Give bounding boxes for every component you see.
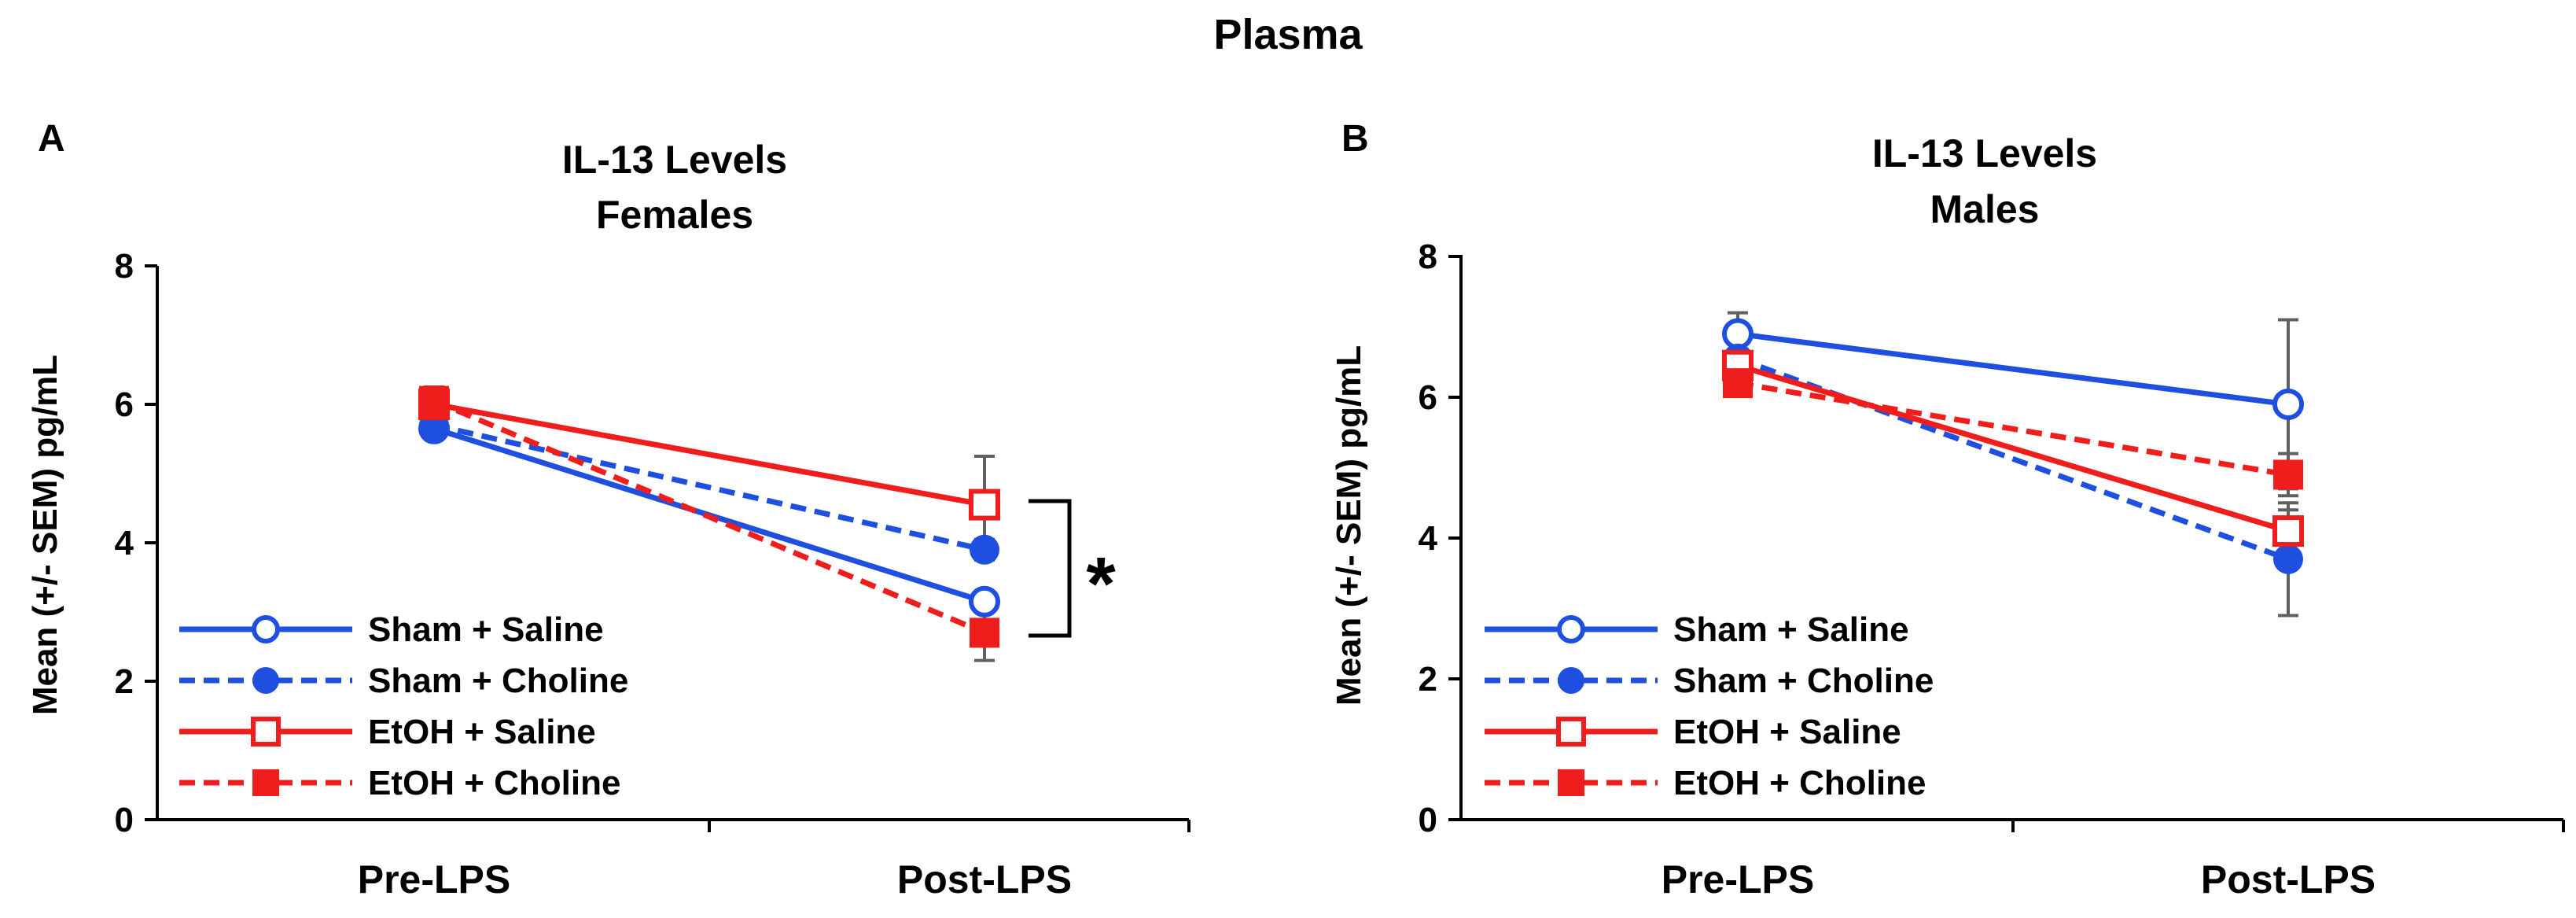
panel-b-y-tick-label: 2 xyxy=(1419,660,1437,699)
panel-a-significance-star: * xyxy=(1086,542,1116,626)
panel-b-point-3-2 xyxy=(2272,515,2304,547)
panel-b-legend: Sham + Saline Sham + Choline EtOH + Sali… xyxy=(1485,610,1934,802)
panel-a-point-2-2 xyxy=(970,534,999,565)
panel-b-series-line-3 xyxy=(1736,363,2290,534)
legend-label: Sham + Saline xyxy=(368,610,604,649)
panel-a-point-3-2 xyxy=(969,488,1000,521)
legend-marker-filled-circle xyxy=(252,667,279,694)
legend-marker-open-circle xyxy=(252,615,280,643)
panel-a-title-line1: IL-13 Levels xyxy=(562,138,787,182)
panel-b-point-2-2 xyxy=(2273,544,2303,574)
legend-marker-filled-square xyxy=(252,769,279,796)
panel-a-y-tick-label: 4 xyxy=(115,524,134,562)
panel-a-series-line-4 xyxy=(432,398,986,636)
panel-a-legend-item-3: EtOH + Saline xyxy=(179,713,596,751)
panel-a-title-line2: Females xyxy=(596,193,753,237)
panel-a-ticks: 0 2 4 6 8 xyxy=(115,247,1190,839)
panel-b-label: B xyxy=(1341,118,1369,160)
panel-a-y-tick-label: 2 xyxy=(115,662,134,701)
panel-b-point-4-2 xyxy=(2273,459,2303,490)
panel-b-legend-item-1: Sham + Saline xyxy=(1485,610,1909,649)
panel-b-y-tick-label: 4 xyxy=(1419,519,1438,558)
panel-a: A IL-13 Levels Females Mean (+/- SEM) pg… xyxy=(26,118,1190,901)
panel-a-category-pre: Pre-LPS xyxy=(358,857,511,901)
panel-a-legend: Sham + Saline Sham + Choline EtOH + Sali… xyxy=(179,610,628,802)
panel-b-series xyxy=(1722,311,2304,618)
figure-title: Plasma xyxy=(1213,11,1363,58)
panel-a-label: A xyxy=(38,118,65,160)
panel-b-category-pre: Pre-LPS xyxy=(1662,857,1815,901)
panel-b-y-tick-label: 6 xyxy=(1419,378,1437,417)
panel-a-y-axis-label: Mean (+/- SEM) pg/mL xyxy=(26,355,64,715)
legend-label: EtOH + Saline xyxy=(368,713,596,751)
panel-b-legend-item-2: Sham + Choline xyxy=(1485,662,1934,700)
panel-a-y-tick-label: 6 xyxy=(115,385,134,424)
panel-a-significance-bracket xyxy=(1029,499,1072,638)
legend-label: EtOH + Saline xyxy=(1673,713,1901,751)
panel-b-point-4-1 xyxy=(1723,368,1753,399)
panel-b-point-1-1 xyxy=(1722,318,1754,350)
legend-label: Sham + Choline xyxy=(1673,662,1934,700)
panel-b-category-post: Post-LPS xyxy=(2201,857,2375,901)
panel-b-ticks: 0 2 4 6 8 xyxy=(1419,238,2565,839)
legend-marker-open-square xyxy=(1556,717,1586,747)
panel-b: B IL-13 Levels Males Mean (+/- SEM) pg/m… xyxy=(1330,118,2565,901)
panel-a-point-4-2 xyxy=(970,618,999,648)
panel-a-y-tick-label: 8 xyxy=(115,247,134,286)
panel-a-category-post: Post-LPS xyxy=(897,857,1072,901)
panel-a-series xyxy=(418,385,1000,662)
panel-a-legend-item-2: Sham + Choline xyxy=(179,662,628,700)
panel-a-series-line-2 xyxy=(433,422,985,553)
panel-a-point-1-2 xyxy=(969,585,1000,618)
panel-b-title-line1: IL-13 Levels xyxy=(1872,131,2097,175)
panel-b-legend-item-3: EtOH + Saline xyxy=(1485,713,1901,751)
panel-a-point-4-1 xyxy=(419,385,449,416)
panel-a-y-tick-label: 0 xyxy=(115,801,134,839)
legend-label: EtOH + Choline xyxy=(1673,764,1926,802)
legend-label: Sham + Saline xyxy=(1673,610,1909,649)
legend-marker-open-circle xyxy=(1557,615,1585,643)
legend-marker-filled-square xyxy=(1558,769,1584,796)
panel-a-legend-item-1: Sham + Saline xyxy=(179,610,604,649)
panel-b-point-1-2 xyxy=(2272,388,2304,420)
panel-b-y-tick-label: 0 xyxy=(1419,801,1437,839)
panel-b-title-line2: Males xyxy=(1930,187,2040,231)
panel-b-y-axis-label: Mean (+/- SEM) pg/mL xyxy=(1330,345,1368,706)
panel-a-legend-item-4: EtOH + Choline xyxy=(179,764,620,802)
legend-label: Sham + Choline xyxy=(368,662,628,700)
panel-b-series-line-1 xyxy=(1737,330,2289,407)
legend-marker-filled-circle xyxy=(1558,667,1584,694)
legend-marker-open-square xyxy=(251,717,281,747)
panel-b-y-tick-label: 8 xyxy=(1419,238,1437,276)
panel-b-legend-item-4: EtOH + Choline xyxy=(1485,764,1926,802)
panel-a-series-line-3 xyxy=(433,401,985,508)
legend-label: EtOH + Choline xyxy=(368,764,620,802)
panel-b-series-line-4 xyxy=(1737,380,2289,477)
